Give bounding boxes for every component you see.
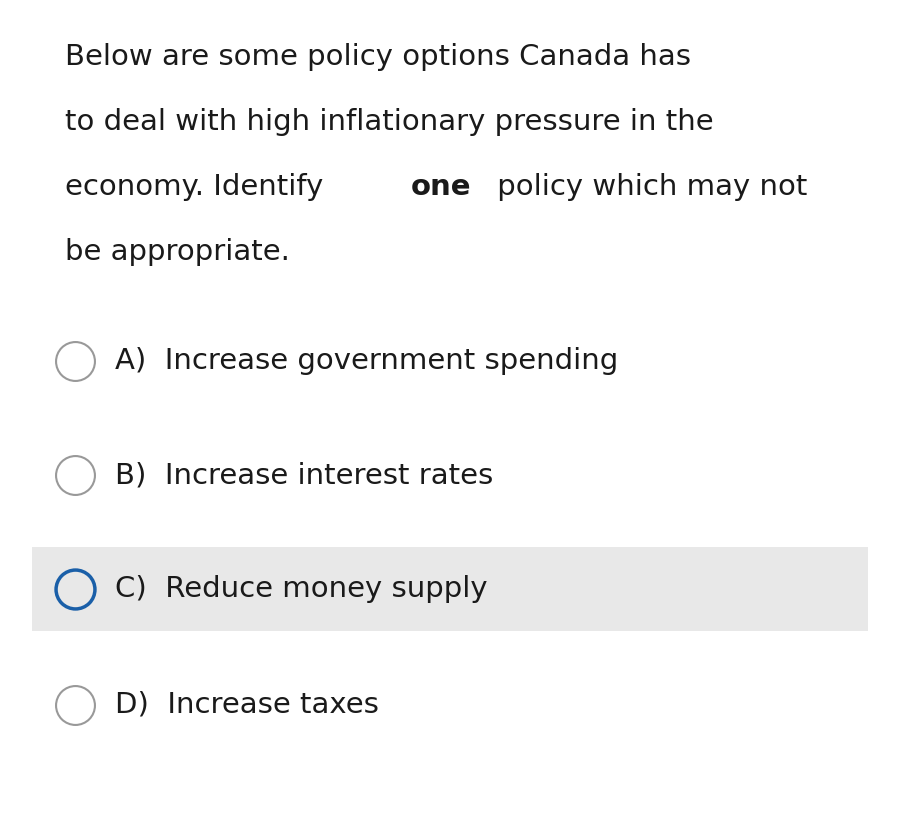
Text: one: one bbox=[410, 173, 471, 201]
Text: A)  Increase government spending: A) Increase government spending bbox=[115, 347, 618, 375]
Text: be appropriate.: be appropriate. bbox=[65, 238, 290, 266]
Text: to deal with high inflationary pressure in the: to deal with high inflationary pressure … bbox=[65, 108, 714, 136]
Text: Below are some policy options Canada has: Below are some policy options Canada has bbox=[65, 43, 691, 71]
Text: D)  Increase taxes: D) Increase taxes bbox=[115, 691, 379, 719]
Text: policy which may not: policy which may not bbox=[489, 173, 808, 201]
Text: C)  Reduce money supply: C) Reduce money supply bbox=[115, 575, 488, 603]
Text: B)  Increase interest rates: B) Increase interest rates bbox=[115, 461, 493, 489]
Text: economy. Identify: economy. Identify bbox=[65, 173, 333, 201]
FancyBboxPatch shape bbox=[32, 547, 868, 631]
